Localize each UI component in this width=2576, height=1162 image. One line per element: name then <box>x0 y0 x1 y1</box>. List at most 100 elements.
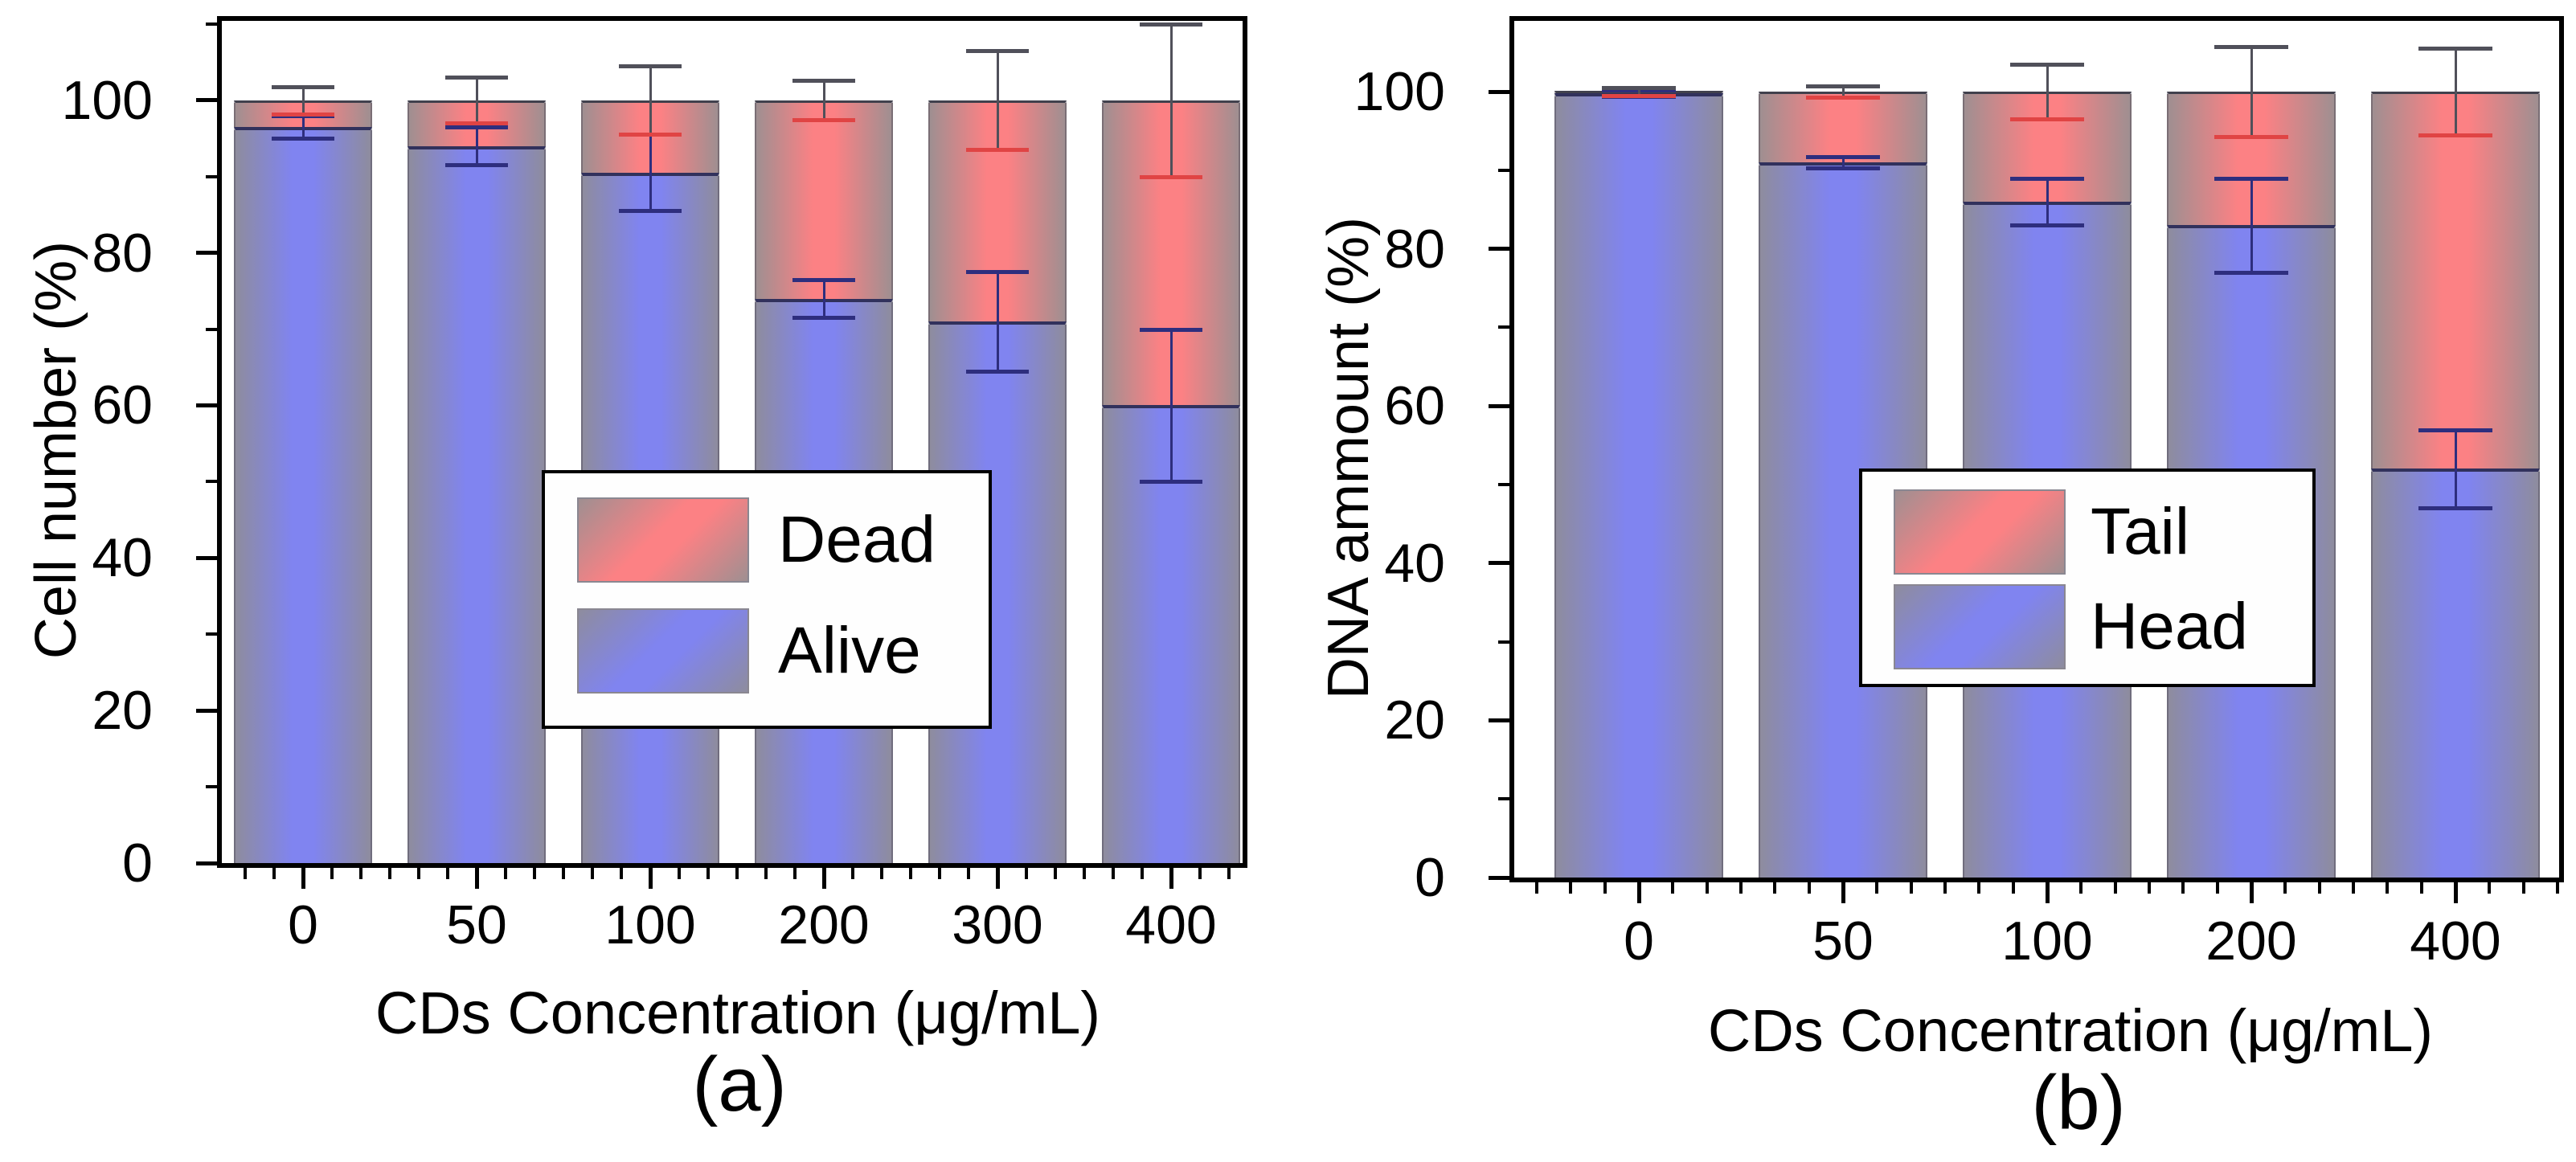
y-tick-major <box>1489 403 1509 408</box>
y-tick-major <box>196 861 217 865</box>
x-tick-minor <box>272 868 276 879</box>
error-cap-lower-tail <box>2418 133 2492 137</box>
x-tick-minor <box>2181 882 2185 894</box>
y-tick-major <box>1489 247 1509 252</box>
error-cap-upper-alive <box>1140 327 1202 332</box>
error-cap-lower-head <box>2418 506 2492 511</box>
x-tick-minor <box>1977 882 1981 894</box>
error-bar-dead <box>649 66 652 135</box>
error-cap-lower-alive <box>792 316 855 321</box>
y-tick-minor <box>1498 325 1509 329</box>
error-cap-lower-alive <box>1140 480 1202 485</box>
x-tick-minor <box>1705 882 1709 894</box>
x-tick-minor <box>388 868 391 879</box>
error-cap-upper-total <box>792 79 855 84</box>
x-tick-major <box>1841 882 1845 903</box>
x-tick-minor <box>1112 868 1115 879</box>
chart-a-caption: (a) <box>692 1041 787 1127</box>
error-cap-lower-dead <box>619 133 682 137</box>
error-cap-upper-total <box>1602 86 1676 91</box>
x-tick-major <box>2045 882 2050 903</box>
x-tick-major <box>301 868 305 889</box>
y-tick-label: 100 <box>61 69 153 131</box>
y-tick-major <box>1489 89 1509 94</box>
error-cap-lower-dead <box>445 121 508 126</box>
error-cap-lower-dead <box>1140 174 1202 179</box>
y-tick-label: 20 <box>92 680 153 742</box>
y-tick-minor <box>1498 640 1509 644</box>
chart-b-legend: Tail Head <box>1859 468 2316 687</box>
y-tick-minor <box>1498 168 1509 172</box>
error-cap-lower-dead <box>966 148 1029 153</box>
x-tick-minor <box>1943 882 1947 894</box>
x-tick-label: 400 <box>1125 894 1217 955</box>
error-cap-upper-total <box>445 76 508 80</box>
legend-swatch-dead <box>577 497 749 583</box>
x-tick-major <box>1169 868 1173 889</box>
x-tick-minor <box>938 868 941 879</box>
error-bar-dead <box>996 51 999 150</box>
x-tick-minor <box>1227 868 1231 879</box>
error-bar-alive <box>649 134 652 211</box>
error-cap-lower-alive <box>272 137 334 141</box>
y-tick-major <box>196 555 217 560</box>
error-bar-dead <box>822 80 825 121</box>
error-bar-alive <box>475 126 478 166</box>
bar-segment-alive <box>234 126 372 863</box>
error-bar-tail <box>2250 47 2253 137</box>
x-tick-minor <box>1603 882 1607 894</box>
error-bar-dead <box>475 77 478 124</box>
error-cap-lower-alive <box>445 163 508 168</box>
x-tick-minor <box>244 868 247 879</box>
x-tick-minor <box>1875 882 1879 894</box>
bar-segment-dead <box>755 100 893 299</box>
chart-b-bars-layer <box>1514 21 2559 878</box>
x-tick-minor <box>330 868 334 879</box>
legend-swatch-head <box>1894 584 2066 669</box>
error-bar-dead <box>301 86 305 114</box>
error-cap-upper-alive <box>445 125 508 129</box>
x-tick-minor <box>1773 882 1777 894</box>
y-tick-major <box>1489 561 1509 566</box>
error-bar-alive <box>301 115 305 139</box>
y-tick-major <box>196 708 217 713</box>
y-tick-minor <box>206 632 217 636</box>
x-tick-label: 0 <box>1624 910 1654 972</box>
y-tick-minor <box>206 480 217 484</box>
x-tick-label: 100 <box>2001 910 2093 972</box>
x-tick-minor <box>2215 882 2219 894</box>
error-bar-tail <box>2454 48 2457 135</box>
x-tick-minor <box>967 868 970 879</box>
x-tick-minor <box>1141 868 1144 879</box>
error-bar-head <box>2454 429 2457 509</box>
error-cap-lower-tail <box>2010 117 2084 122</box>
x-tick-minor <box>793 868 797 879</box>
x-tick-minor <box>2556 882 2559 894</box>
error-cap-lower-tail <box>2214 134 2288 139</box>
x-tick-major <box>474 868 479 889</box>
y-tick-minor <box>206 785 217 789</box>
x-tick-minor <box>446 868 449 879</box>
bar-segment-head <box>2371 468 2540 878</box>
x-tick-minor <box>2113 882 2117 894</box>
error-bar-alive <box>996 272 999 371</box>
y-tick-minor <box>1498 797 1509 801</box>
error-cap-lower-head <box>2010 223 2084 228</box>
x-tick-label: 400 <box>2410 910 2501 972</box>
x-tick-minor <box>2148 882 2151 894</box>
error-bar-tail <box>2046 63 2049 120</box>
y-tick-major <box>1489 875 1509 880</box>
y-tick-label: 60 <box>1384 375 1445 437</box>
y-tick-minor <box>206 327 217 331</box>
x-tick-label: 300 <box>952 894 1043 955</box>
x-tick-minor <box>1739 882 1743 894</box>
y-tick-label: 100 <box>1354 61 1445 123</box>
x-tick-minor <box>620 868 623 879</box>
x-tick-minor <box>1535 882 1538 894</box>
error-cap-upper-total <box>2010 62 2084 67</box>
chart-b-caption: (b) <box>2031 1060 2126 1146</box>
chart-a-plot-area <box>217 16 1247 868</box>
y-tick-label: 40 <box>92 527 153 589</box>
x-tick-minor <box>1909 882 1913 894</box>
